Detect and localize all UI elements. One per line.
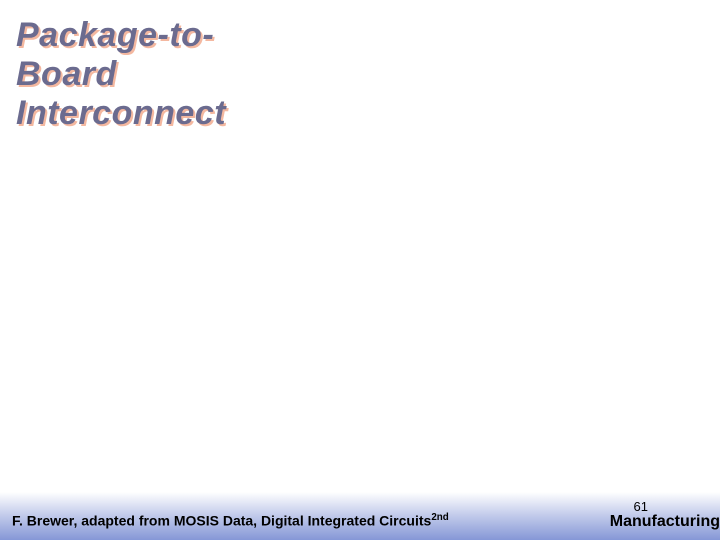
page-number: 61 bbox=[634, 499, 648, 514]
slide-container: Package-to-Board Interconnect Package-to… bbox=[0, 0, 720, 540]
attribution-text: F. Brewer, adapted from MOSIS Data, Digi… bbox=[12, 512, 449, 529]
section-label: Manufacturing bbox=[610, 513, 720, 531]
attribution-superscript: 2nd bbox=[431, 512, 448, 523]
title-main-layer: Package-to-Board Interconnect bbox=[16, 16, 226, 133]
attribution-prefix: F. Brewer, adapted from MOSIS Data, Digi… bbox=[12, 513, 431, 529]
